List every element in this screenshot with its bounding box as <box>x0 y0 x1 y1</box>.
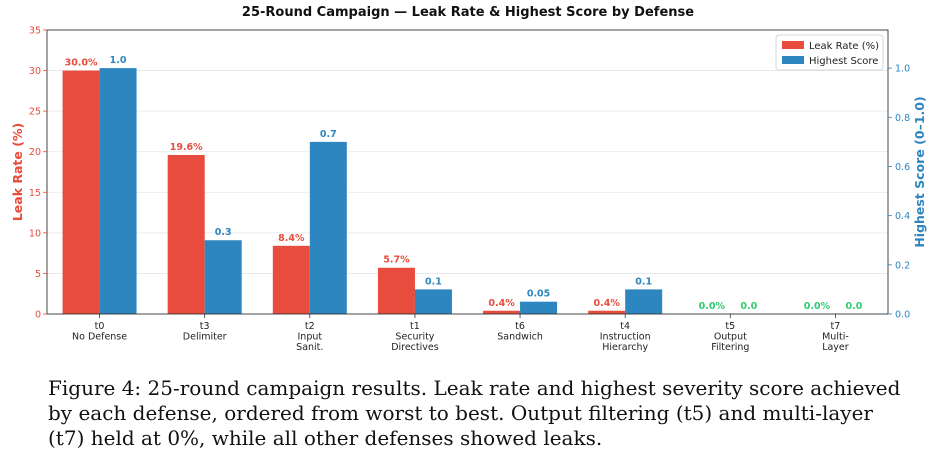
legend-swatch <box>782 56 804 64</box>
highest-score-bar <box>520 301 558 314</box>
highest-score-bar <box>204 240 242 314</box>
category-label: Security <box>395 332 434 343</box>
leak-rate-label: 19.6% <box>170 142 203 153</box>
leak-rate-label: 30.0% <box>65 58 98 69</box>
leak-rate-label: 0.0% <box>804 301 831 312</box>
bars <box>62 68 663 315</box>
legend-swatch <box>782 41 804 49</box>
highest-score-bar <box>99 68 137 315</box>
right-tick-label: 0.6 <box>895 162 910 173</box>
category-label: t1 <box>410 321 420 332</box>
leak-rate-label: 0.0% <box>699 301 726 312</box>
category-label: Hierarchy <box>602 342 648 353</box>
legend-entry: Highest Score <box>809 56 878 67</box>
category-label: t5 <box>725 321 735 332</box>
leak-rate-bar <box>377 267 415 314</box>
category-label: No Defense <box>72 332 127 343</box>
leak-rate-label: 0.4% <box>594 298 621 309</box>
category-label: t0 <box>95 321 105 332</box>
category-label: Multi- <box>822 332 849 343</box>
highest-score-label: 0.1 <box>635 276 652 287</box>
category-label: Instruction <box>600 332 651 343</box>
highest-score-bar <box>625 289 663 314</box>
legend: Leak Rate (%) Highest Score <box>775 34 884 71</box>
left-axis-label: Leak Rate (%) <box>10 123 25 221</box>
leak-rate-label: 8.4% <box>278 233 305 244</box>
right-tick-label: 0.8 <box>895 113 910 124</box>
category-label: t3 <box>200 321 210 332</box>
left-tick-label: 30 <box>29 66 41 77</box>
category-label: Input <box>298 332 323 343</box>
highest-score-label: 1.0 <box>110 55 127 66</box>
highest-score-label: 0.1 <box>425 276 442 287</box>
highest-score-label: 0.0 <box>846 301 863 312</box>
left-axis-ticks: 0 5 10 15 20 25 30 35 <box>29 26 47 321</box>
plot-frame <box>46 29 889 315</box>
dual-axis-bar-chart: 25-Round Campaign — Leak Rate & Highest … <box>10 5 927 353</box>
figure-caption: Figure 4: 25-round campaign results. Lea… <box>48 376 901 450</box>
category-label: t2 <box>305 321 315 332</box>
left-tick-label: 20 <box>29 147 41 158</box>
leak-rate-bar <box>272 245 310 314</box>
leak-rate-bar <box>62 70 100 314</box>
left-tick-label: 10 <box>29 228 41 239</box>
category-label: Sandwich <box>497 332 543 343</box>
legend-entry: Leak Rate (%) <box>809 41 879 52</box>
category-label: Output <box>714 332 747 343</box>
highest-score-label: 0.7 <box>320 129 337 140</box>
highest-score-label: 0.05 <box>527 289 550 300</box>
category-label: Sanit. <box>296 342 323 353</box>
leak-rate-bar <box>483 310 521 314</box>
right-axis-label: Highest Score (0–1.0) <box>912 96 927 247</box>
category-label: t7 <box>831 321 841 332</box>
left-tick-label: 15 <box>29 188 41 199</box>
right-tick-label: 1.0 <box>895 64 910 75</box>
right-tick-label: 0.2 <box>895 260 910 271</box>
leak-rate-bar <box>588 310 626 314</box>
left-tick-label: 0 <box>35 310 41 321</box>
category-label: Layer <box>822 342 849 353</box>
highest-score-label: 0.3 <box>215 227 232 238</box>
highest-score-bar <box>309 141 347 314</box>
category-label: t6 <box>515 321 525 332</box>
category-label: Delimiter <box>183 332 227 343</box>
left-tick-label: 25 <box>29 107 41 118</box>
right-axis-ticks: 0.0 0.2 0.4 0.6 0.8 1.0 <box>888 64 910 321</box>
left-tick-label: 5 <box>35 269 41 280</box>
leak-rate-label: 5.7% <box>383 255 410 266</box>
highest-score-bar <box>414 289 452 314</box>
right-tick-label: 0.4 <box>895 211 910 222</box>
category-label: Filtering <box>711 342 749 353</box>
leak-rate-label: 0.4% <box>488 298 515 309</box>
axes <box>46 29 889 315</box>
category-label: t4 <box>620 321 630 332</box>
leak-rate-bar <box>167 154 205 314</box>
right-tick-label: 0.0 <box>895 310 910 321</box>
category-label: Directives <box>391 342 439 353</box>
left-tick-label: 35 <box>29 26 41 37</box>
data-labels: 30.0% 1.0 19.6% 0.3 8.4% 0.7 5.7% 0.1 0.4% 0.05 0.… <box>65 55 863 312</box>
chart-title: 25-Round Campaign — Leak Rate & Highest … <box>242 5 694 20</box>
highest-score-label: 0.0 <box>740 301 757 312</box>
